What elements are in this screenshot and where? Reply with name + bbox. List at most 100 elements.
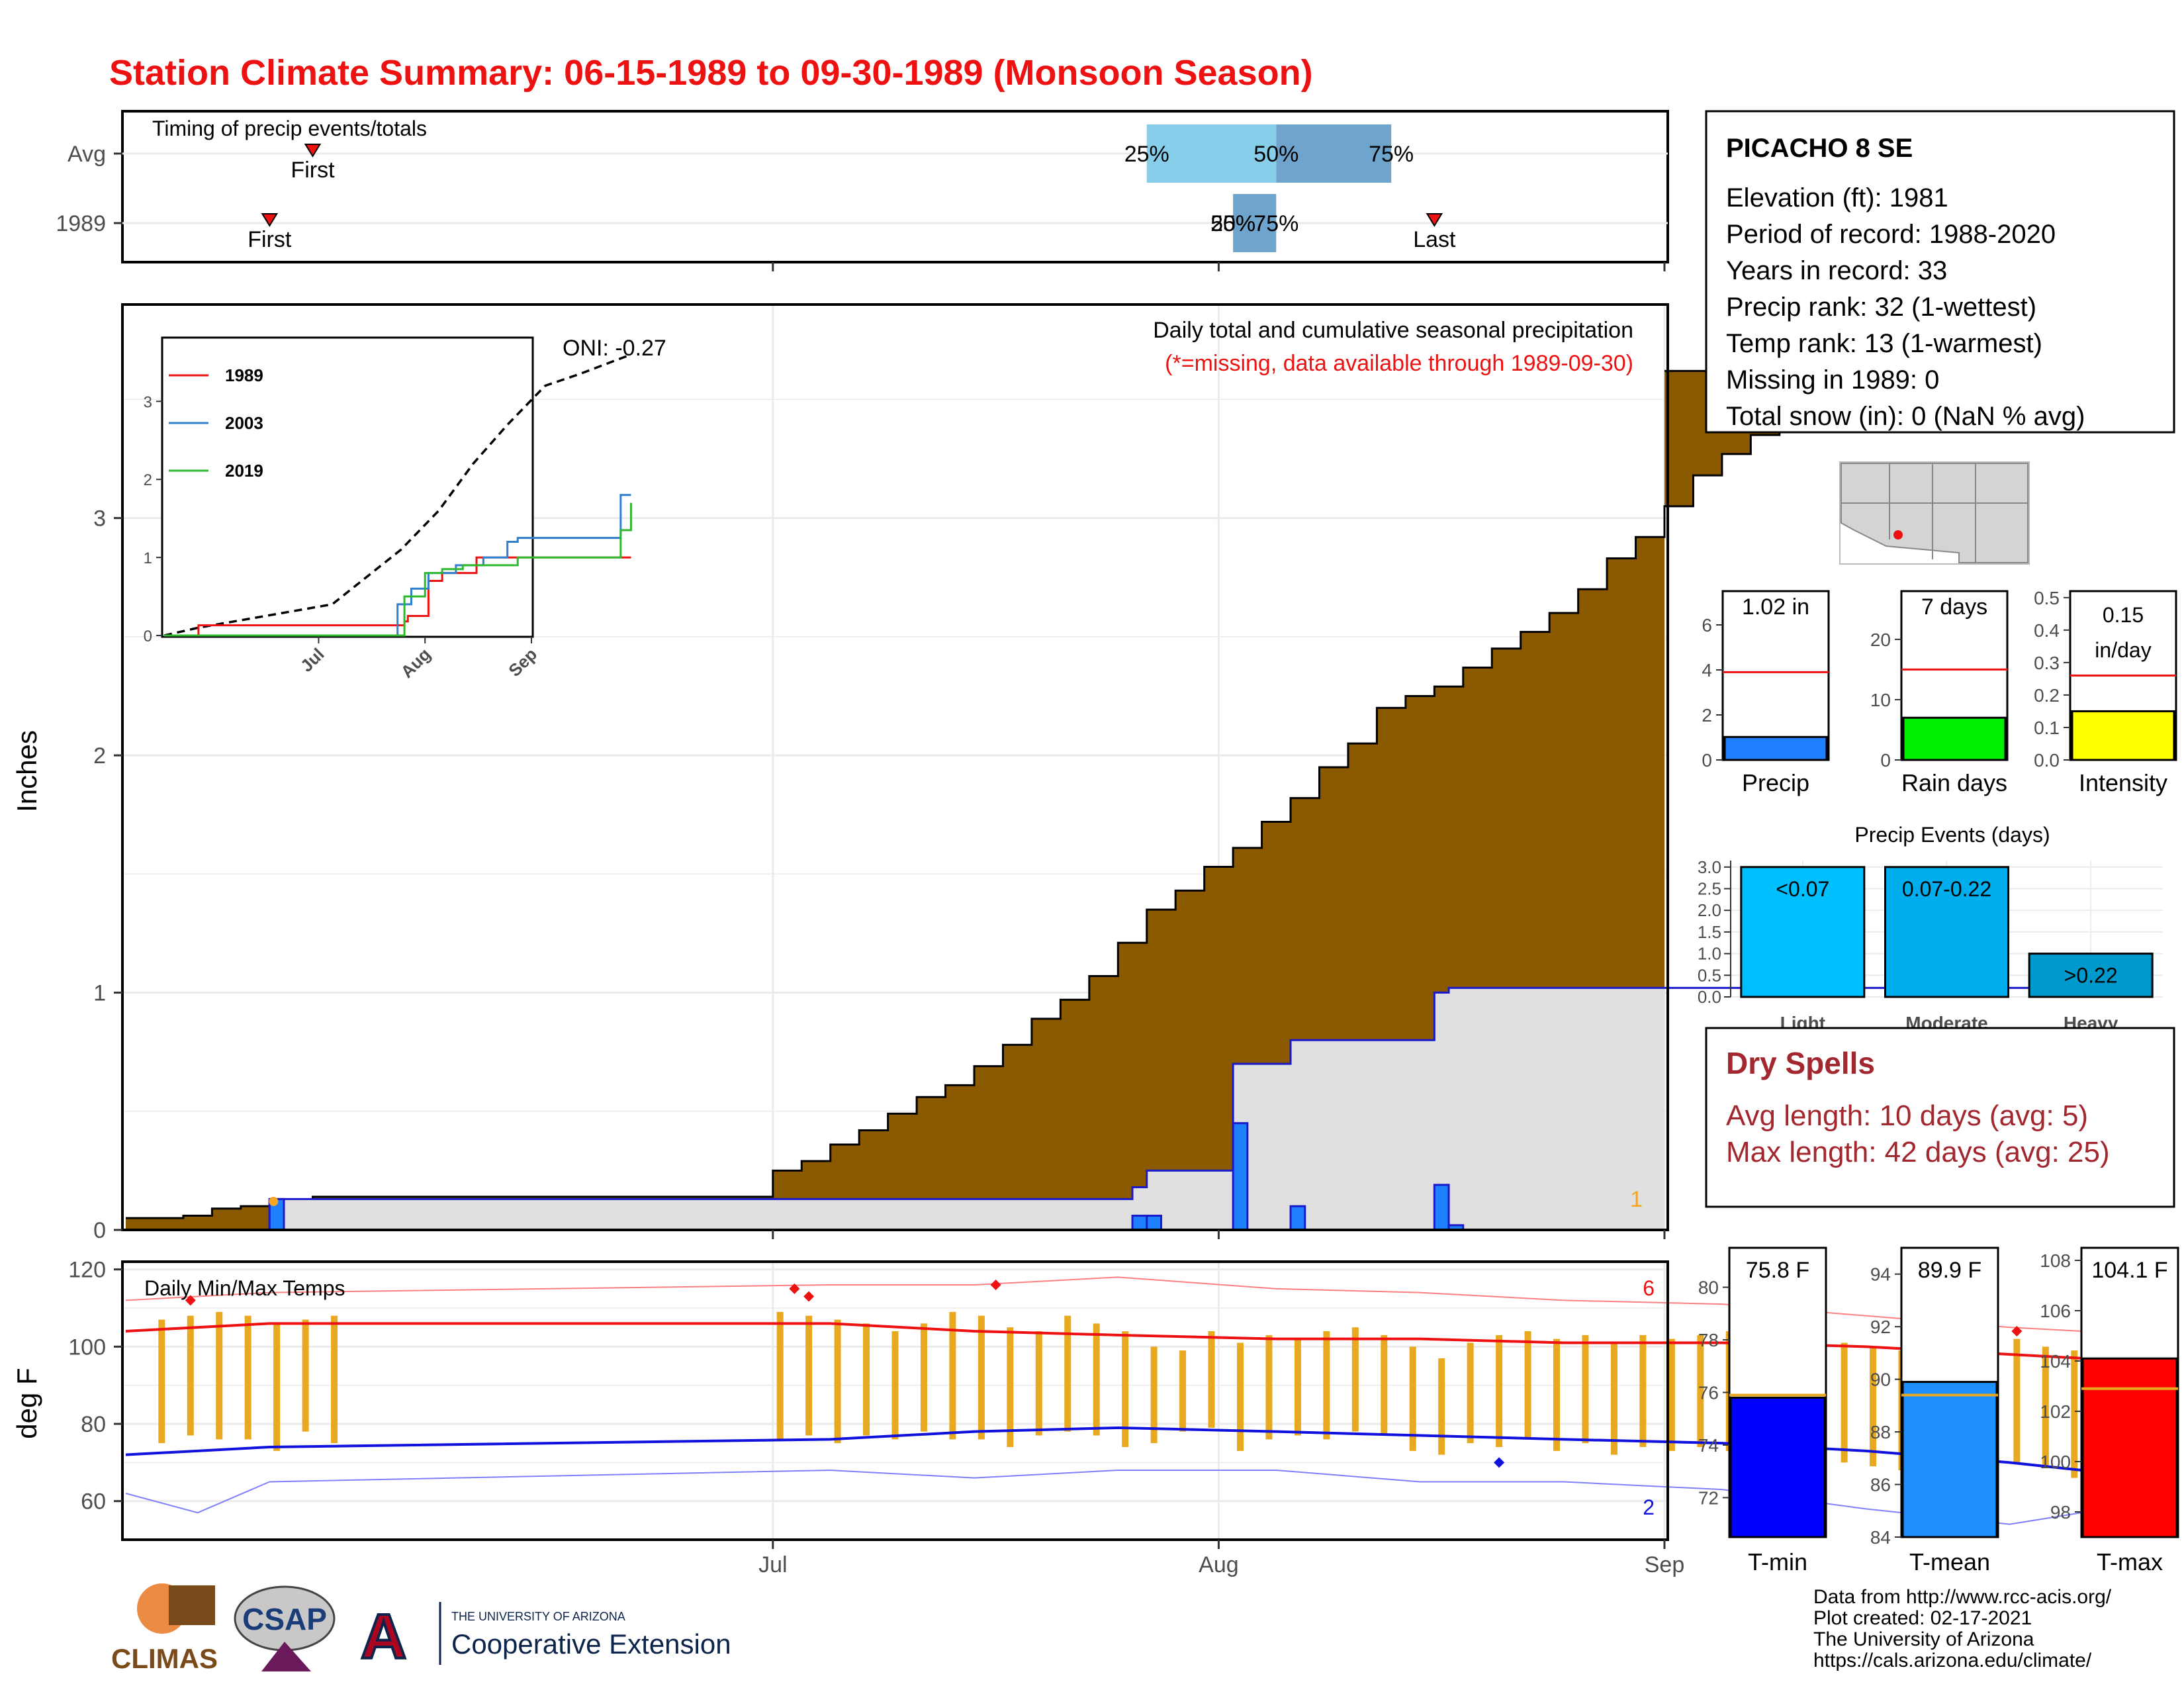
inset-frame (161, 336, 534, 638)
temp-summary-y-tick-label: 94 (1870, 1264, 1891, 1285)
timing-bar-q1 (1146, 124, 1277, 183)
events-y-tick-label: 2.5 (1698, 879, 1721, 899)
record-max-marker (2011, 1326, 2023, 1336)
event-bar-label: 0.07-0.22 (1902, 877, 1991, 901)
y-tick-label: 120 (68, 1258, 106, 1283)
x-tick-label: Sep (1645, 1552, 1685, 1577)
temp-summary-bar-label: T-max (2097, 1548, 2163, 1575)
events-title: Precip Events (days) (1854, 823, 2050, 847)
map-states (1841, 463, 2028, 563)
y-tick-label: 3 (93, 506, 106, 532)
summary-value-label: 1.02 in (1742, 594, 1809, 620)
events-y-tick-label: 1.5 (1698, 922, 1721, 942)
normal-cumulative-line (126, 369, 2083, 1219)
precip-y-axis: 0 1 2 3 (93, 506, 122, 1243)
precip-events-chart: Precip Events (days) 0.00.51.01.52.02.53… (1698, 823, 2163, 1033)
summary-y-tick-label: 0.5 (2034, 588, 2060, 608)
station-missing: Missing in 1989: 0 (1726, 365, 1939, 395)
climas-logo-text: CLIMAS (111, 1643, 218, 1674)
observed-cumulative-area (126, 988, 2082, 1230)
temp-summary-value-label: 104.1 F (2091, 1258, 2167, 1283)
missing-note: (*=missing, data available through 1989-… (1165, 351, 1633, 376)
locator-map (1839, 461, 2030, 565)
observed-cumulative-line (126, 986, 2082, 1231)
summary-bar-label: Precip (1742, 769, 1809, 796)
oni-label: ONI: -0.27 (563, 336, 666, 361)
temp-panel-border (121, 1260, 1669, 1541)
dry-spells-avg: Avg length: 10 days (avg: 5) (1726, 1100, 2088, 1132)
daily-precip-bar (1232, 1122, 1249, 1231)
record-max-marker (185, 1295, 196, 1306)
events-y-tick-label: 2.0 (1698, 900, 1721, 920)
precip-marks (126, 369, 2083, 1231)
summary-y-tick-label: 0 (1702, 750, 1712, 771)
footer-line: Plot created: 02-17-2021 (1813, 1607, 2032, 1629)
timing-bar-q2 (1233, 194, 1277, 252)
temp-summary-value-label: 89.9 F (1918, 1258, 1981, 1283)
station-location-dot (1893, 530, 1903, 539)
daily-precip-bar (1146, 1214, 1162, 1231)
precip-panel: Inches ONI: -0.27 Daily total and cumula… (11, 303, 2083, 1243)
x-tick-label: Aug (1199, 1552, 1239, 1577)
timing-event-label: First (248, 227, 292, 252)
map-state-borders (1841, 463, 2028, 563)
ua-logo-letter: A (361, 1601, 406, 1672)
avg-max-line (125, 1322, 2082, 1360)
temp-summary-y-tick-label: 104 (2040, 1351, 2071, 1372)
summary-y-tick-label: 0.2 (2034, 685, 2060, 706)
inset-y-tick-label: 3 (144, 393, 152, 411)
summary-y-tick-label: 0.4 (2034, 620, 2060, 641)
footer-credits: Data from http://www.rcc-acis.org/ Plot … (1813, 1586, 2112, 1671)
inset-normal-line (163, 353, 632, 637)
y-tick-label: 100 (68, 1335, 106, 1360)
record-max-line (125, 1276, 2082, 1332)
temp-summary-bar-label: T-min (1748, 1548, 1807, 1575)
inset-y-tick-label: 1 (144, 549, 152, 567)
timing-event-marker (261, 213, 279, 227)
temp-summary-y-tick-label: 72 (1698, 1487, 1719, 1508)
event-bar-label: >0.22 (2064, 964, 2118, 988)
temp-summary-bar (2081, 1357, 2178, 1538)
dry-spells-max: Max length: 42 days (avg: 25) (1726, 1136, 2110, 1168)
temp-summary-y-tick-label: 90 (1870, 1370, 1891, 1390)
ua-logo-big: Cooperative Extension (451, 1628, 731, 1660)
timing-percentile-label: 25% (1210, 211, 1255, 236)
summary-bar-frame (1721, 590, 1830, 761)
summary-bar-label: Intensity (2079, 769, 2167, 796)
inset-legend-label: 2019 (225, 461, 263, 481)
temp-summary-y-tick-label: 102 (2040, 1401, 2071, 1422)
summary-value-label: in/day (2095, 638, 2151, 662)
temp-summary-y-tick-label: 76 (1698, 1383, 1719, 1403)
ua-logo: A THE UNIVERSITY OF ARIZONA Cooperative … (359, 1600, 731, 1673)
timing-event-marker (304, 144, 322, 158)
precip-description: Daily total and cumulative seasonal prec… (1153, 318, 1633, 343)
daily-precip-bar (1131, 1214, 1148, 1231)
footer-line: Data from http://www.rcc-acis.org/ (1813, 1586, 2112, 1608)
y-tick-label: 2 (93, 743, 106, 769)
events-y-tick-label: 0.5 (1698, 965, 1721, 985)
climas-logo: CLIMAS (111, 1583, 218, 1674)
climas-logo-block (169, 1585, 215, 1625)
temp-summary-y-tick-label: 92 (1870, 1317, 1891, 1337)
station-precip-rank: Precip rank: 32 (1-wettest) (1726, 293, 2036, 322)
timing-percentile-label: 25% (1124, 142, 1169, 167)
summary-y-tick-label: 6 (1702, 615, 1712, 635)
station-info-box: PICACHO 8 SE Elevation (ft): 1981 Period… (1705, 110, 2175, 434)
inset-legend: 1989 2003 2019 (169, 365, 263, 481)
temp-summary-y-tick-label: 108 (2040, 1250, 2071, 1271)
dry-spells-frame (1705, 1027, 2175, 1208)
dry-spells-title: Dry Spells (1726, 1046, 1875, 1080)
temp-summary-y-tick-label: 80 (1698, 1278, 1719, 1298)
timing-panel-label: Timing of precip events/totals (152, 117, 427, 140)
station-period: Period of record: 1988-2020 (1726, 220, 2056, 249)
summary-y-tick-label: 10 (1870, 690, 1891, 710)
inset-series-line (164, 556, 631, 637)
timing-percentile-label: 50% (1253, 142, 1298, 167)
temp-summary-y-tick-label: 88 (1870, 1422, 1891, 1442)
summary-y-tick-label: 0 (1880, 750, 1891, 771)
temperature-panel: Daily Min/Max Temps deg F 6 2 60 80 100 120 (11, 1258, 2082, 1541)
timing-row-label: 1989 (56, 211, 106, 236)
footer-logos: CLIMAS CSAP A THE UNIVERSITY OF ARIZONA … (111, 1583, 731, 1674)
temp-summary-y-tick-label: 106 (2040, 1301, 2071, 1321)
